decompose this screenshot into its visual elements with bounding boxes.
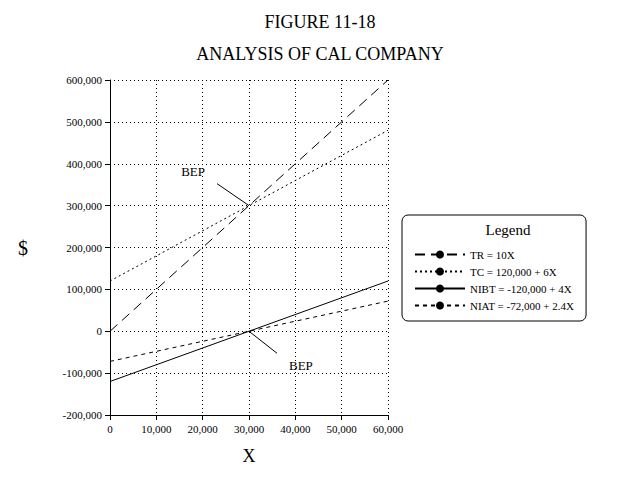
svg-text:40,000: 40,000	[280, 423, 311, 435]
svg-text:200,000: 200,000	[66, 242, 102, 254]
svg-text:0: 0	[107, 423, 113, 435]
svg-text:X: X	[243, 446, 256, 466]
svg-text:-100,000: -100,000	[63, 367, 103, 379]
svg-text:$: $	[18, 237, 28, 259]
svg-text:-200,000: -200,000	[63, 409, 103, 421]
svg-text:NIBT = -120,000 + 4X: NIBT = -120,000 + 4X	[470, 283, 572, 295]
svg-text:FIGURE 11-18: FIGURE 11-18	[265, 12, 376, 32]
svg-text:TR = 10X: TR = 10X	[470, 249, 515, 261]
svg-text:10,000: 10,000	[141, 423, 172, 435]
svg-text:300,000: 300,000	[66, 200, 102, 212]
svg-text:NIAT = -72,000 + 2.4X: NIAT = -72,000 + 2.4X	[470, 300, 574, 312]
svg-text:20,000: 20,000	[188, 423, 219, 435]
svg-text:0: 0	[97, 325, 103, 337]
svg-text:TC = 120,000 + 6X: TC = 120,000 + 6X	[470, 266, 557, 278]
svg-text:400,000: 400,000	[66, 158, 102, 170]
svg-text:100,000: 100,000	[66, 283, 102, 295]
svg-text:50,000: 50,000	[327, 423, 358, 435]
svg-text:60,000: 60,000	[373, 423, 404, 435]
svg-text:Legend: Legend	[486, 222, 531, 238]
svg-text:500,000: 500,000	[66, 116, 102, 128]
svg-text:BEP: BEP	[181, 164, 205, 179]
svg-text:600,000: 600,000	[66, 74, 102, 86]
svg-text:BEP: BEP	[289, 358, 313, 373]
svg-text:30,000: 30,000	[234, 423, 265, 435]
svg-text:ANALYSIS OF CAL COMPANY: ANALYSIS OF CAL COMPANY	[196, 44, 443, 64]
